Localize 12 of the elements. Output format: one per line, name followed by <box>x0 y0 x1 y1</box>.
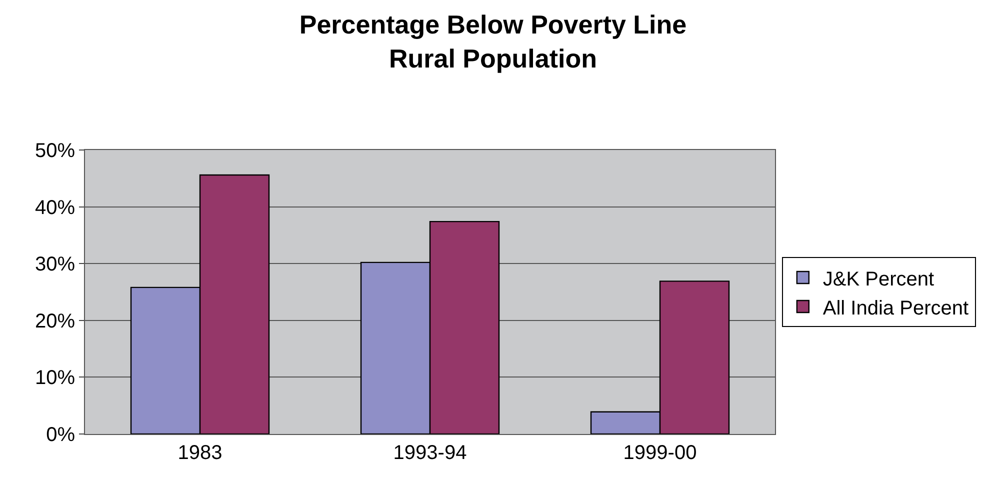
y-tick-label: 30% <box>34 254 76 276</box>
y-tick-label: 50% <box>34 140 76 162</box>
y-tick-label: 20% <box>34 310 76 332</box>
x-tick-label: 1999-00 <box>623 442 697 464</box>
legend-label: All India Percent <box>822 297 969 320</box>
chart-title: Percentage Below Poverty Line Rural Population <box>299 10 687 74</box>
x-tick-label: 1983 <box>178 442 222 464</box>
y-tick-label: 10% <box>34 367 76 390</box>
x-tick-label: 1993-94 <box>393 442 467 464</box>
y-tick-label: 0% <box>46 424 76 446</box>
y-tick-label: 40% <box>34 196 76 219</box>
legend-label: J&K Percent <box>822 268 935 290</box>
